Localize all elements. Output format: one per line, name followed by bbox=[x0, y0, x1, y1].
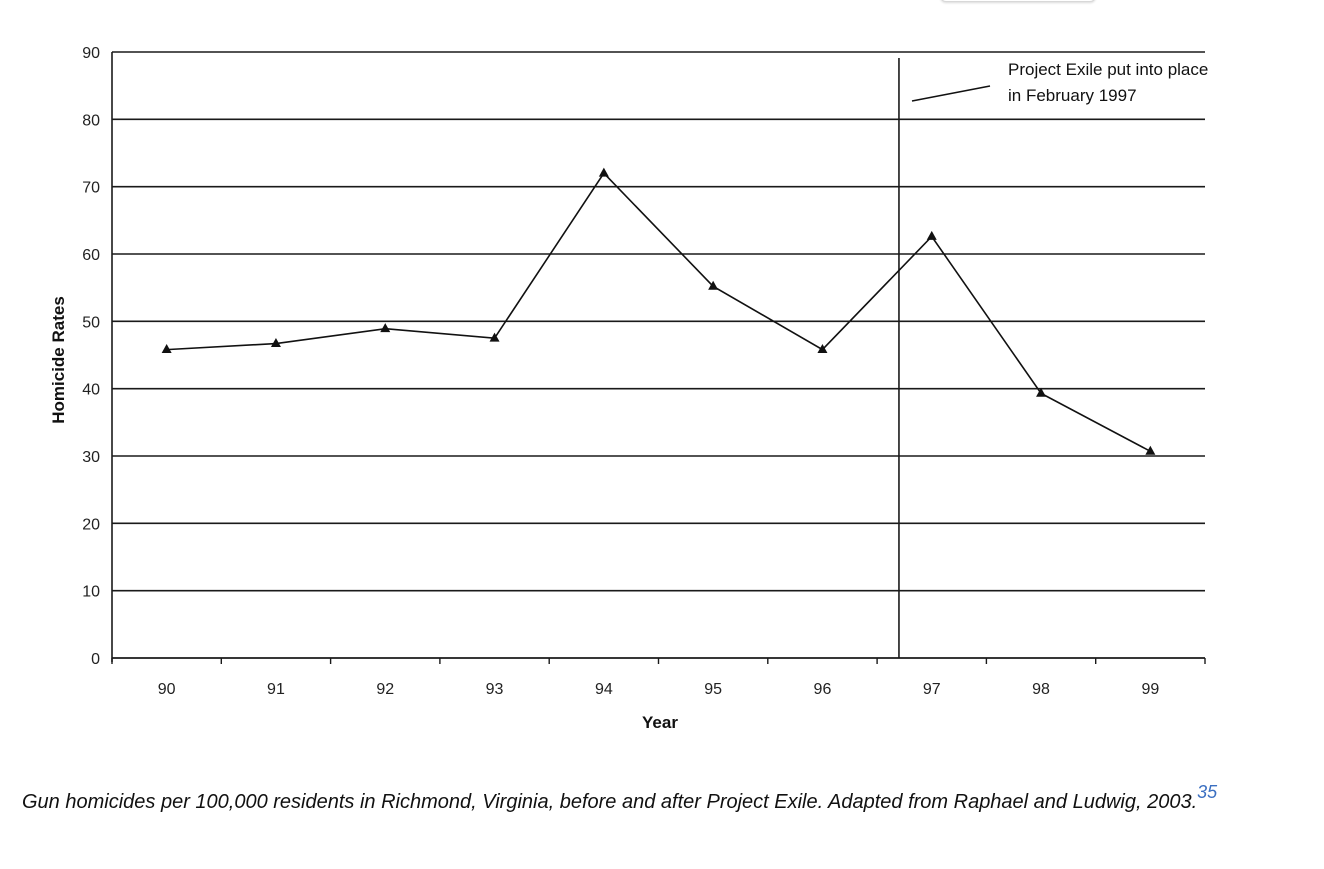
y-tick-label-50: 50 bbox=[82, 314, 100, 331]
data-point-96 bbox=[817, 344, 828, 354]
annotation-leader-line bbox=[911, 85, 991, 102]
data-point-90 bbox=[161, 344, 172, 354]
axes bbox=[111, 52, 1206, 664]
y-tick-label-20: 20 bbox=[82, 516, 100, 533]
y-tick-label-0: 0 bbox=[91, 651, 100, 668]
annotation: Project Exile put into place in February… bbox=[911, 60, 1208, 105]
y-tick-label-70: 70 bbox=[82, 180, 100, 197]
x-tick-label-95: 95 bbox=[704, 681, 722, 698]
series-line-0 bbox=[166, 171, 1151, 452]
y-axis-title: Homicide Rates bbox=[49, 296, 68, 424]
data-point-93 bbox=[489, 332, 500, 342]
y-tick-label-10: 10 bbox=[82, 584, 100, 601]
x-axis-title: Year bbox=[642, 713, 678, 732]
data-point-95 bbox=[708, 280, 719, 290]
series bbox=[161, 167, 1156, 455]
data-point-97 bbox=[926, 230, 937, 240]
x-tick-label-94: 94 bbox=[595, 681, 613, 698]
x-tick-label-91: 91 bbox=[267, 681, 285, 698]
y-tick-label-60: 60 bbox=[82, 247, 100, 264]
x-tick-labels: 90 91 92 93 94 95 96 97 98 99 bbox=[158, 681, 1160, 698]
data-point-99 bbox=[1145, 445, 1156, 455]
y-tick-labels: 0 10 20 30 40 50 60 70 80 90 bbox=[82, 45, 100, 668]
annotation-line-2: in February 1997 bbox=[1008, 86, 1137, 105]
x-tick-label-98: 98 bbox=[1032, 681, 1050, 698]
data-point-98 bbox=[1036, 387, 1047, 397]
caption-text: Gun homicides per 100,000 residents in R… bbox=[22, 791, 1198, 813]
x-tick-label-90: 90 bbox=[158, 681, 176, 698]
x-tick-label-97: 97 bbox=[923, 681, 941, 698]
y-tick-label-40: 40 bbox=[82, 382, 100, 399]
y-tick-label-30: 30 bbox=[82, 449, 100, 466]
data-point-92 bbox=[380, 323, 391, 333]
figure-caption: Gun homicides per 100,000 residents in R… bbox=[22, 783, 1262, 819]
caption-reference[interactable]: 35 bbox=[1197, 782, 1218, 802]
x-tick-label-93: 93 bbox=[486, 681, 504, 698]
data-point-91 bbox=[270, 337, 281, 347]
y-tick-label-80: 80 bbox=[82, 112, 100, 129]
annotation-line-1: Project Exile put into place bbox=[1008, 60, 1208, 79]
x-tick-label-96: 96 bbox=[814, 681, 832, 698]
homicide-line-chart: 0 10 20 30 40 50 60 70 80 90 90 91 92 93 94 95 96 97 98 99… bbox=[49, 45, 1208, 732]
data-point-94 bbox=[598, 167, 609, 177]
grid-lines bbox=[112, 51, 1205, 659]
y-tick-label-90: 90 bbox=[82, 45, 100, 62]
x-tick-label-99: 99 bbox=[1141, 681, 1159, 698]
x-tick-label-92: 92 bbox=[376, 681, 394, 698]
